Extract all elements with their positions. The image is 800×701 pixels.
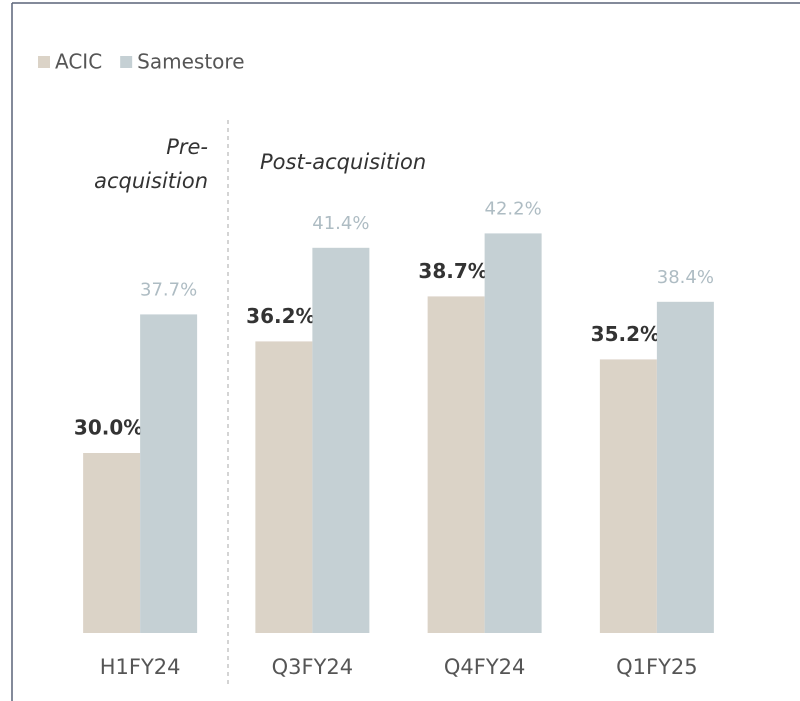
bar	[312, 247, 370, 634]
value-label: 38.4%	[657, 267, 714, 288]
annotation: Post-acquisition	[260, 150, 426, 174]
bar	[484, 233, 542, 633]
bar	[427, 296, 485, 633]
legend-label: ACIC	[55, 50, 102, 74]
value-label: 30.0%	[74, 416, 143, 440]
value-label: 37.7%	[140, 279, 197, 300]
value-label: 36.2%	[246, 304, 315, 328]
annotation-box: Pre-acquisition	[94, 135, 208, 193]
legend-label: Samestore	[137, 50, 244, 74]
value-label: 41.4%	[312, 213, 369, 234]
x-tick-label: Q1FY25	[616, 655, 698, 679]
value-label: 38.7%	[418, 259, 487, 283]
bar	[140, 314, 198, 633]
x-tick-label: Q4FY24	[444, 655, 526, 679]
bar	[599, 359, 657, 633]
annotation: Pre-acquisition	[94, 135, 208, 193]
bar	[656, 301, 714, 633]
x-tick-label: Q3FY24	[272, 655, 354, 679]
legend-swatch	[38, 56, 50, 68]
value-label: 42.2%	[485, 198, 542, 219]
value-label: 35.2%	[591, 322, 660, 346]
legend-swatch	[120, 56, 133, 68]
bar	[83, 453, 141, 633]
x-tick-label: H1FY24	[100, 655, 181, 679]
bar	[255, 341, 313, 633]
